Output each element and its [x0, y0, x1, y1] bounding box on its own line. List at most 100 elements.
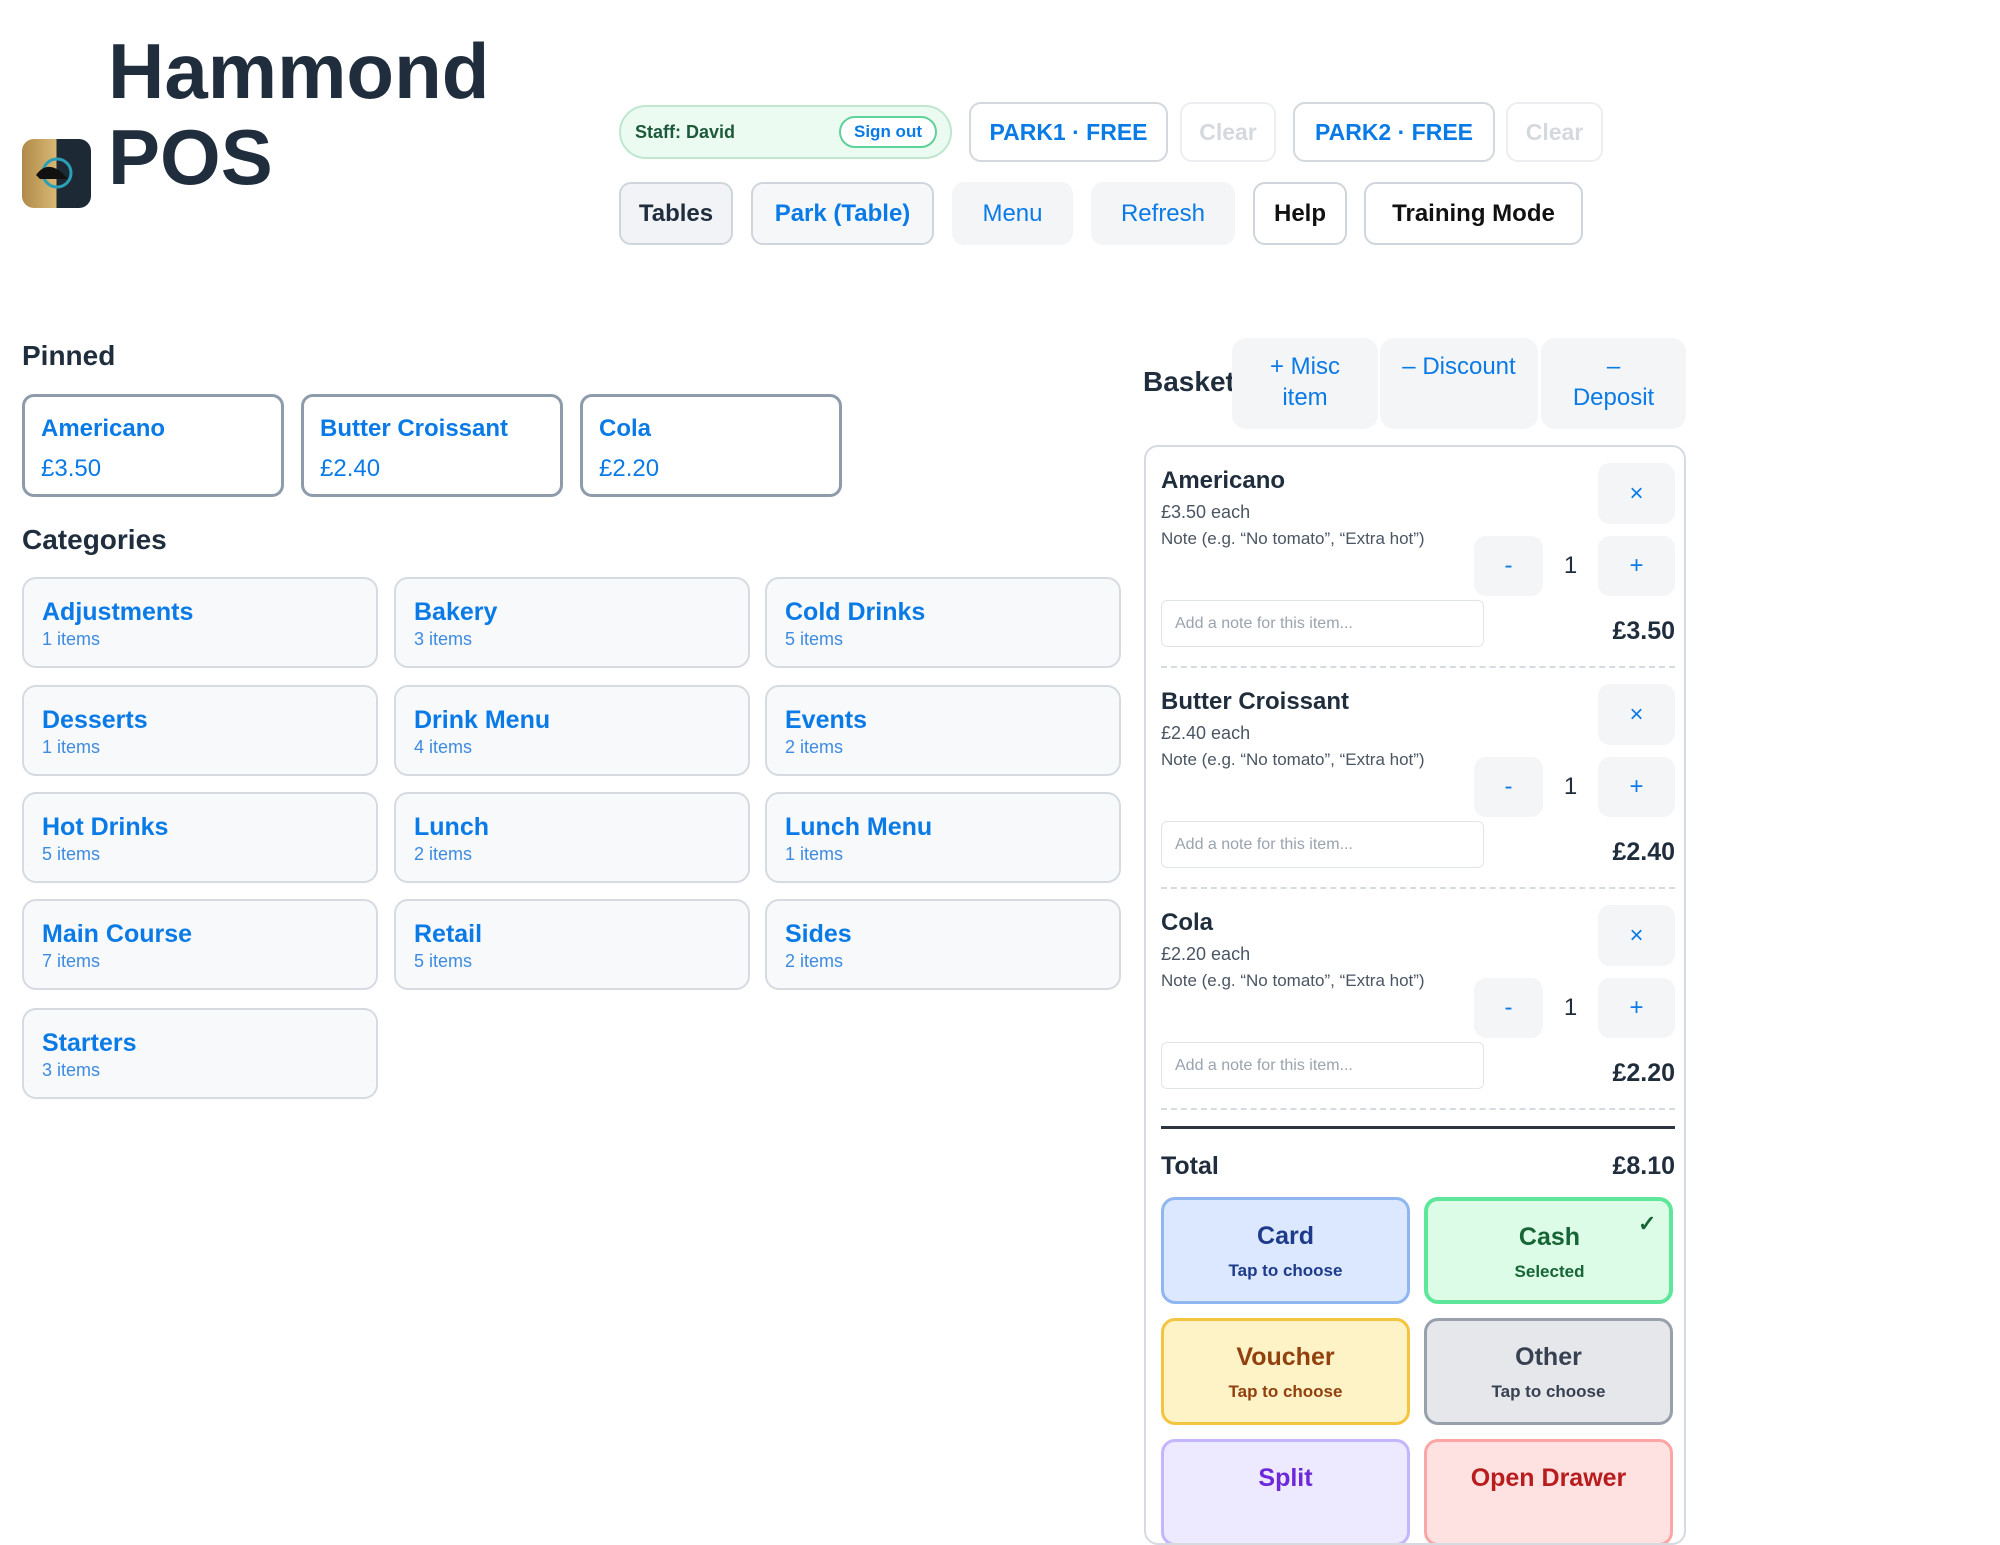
category-name: Cold Drinks: [785, 598, 926, 626]
payment-method-button[interactable]: Open Drawer: [1424, 1439, 1673, 1543]
section-heading: Pinned: [22, 340, 116, 371]
category-count: 4 items: [414, 737, 473, 757]
category-count: 1 items: [42, 737, 101, 757]
qty-increase-button[interactable]: +: [1598, 536, 1675, 596]
item-qty: 1: [1563, 994, 1578, 1021]
item-note-label: Note (e.g. “No tomato”, “Extra hot”): [1161, 529, 1425, 548]
pinned-item-name: Cola: [599, 415, 652, 442]
item-divider: [1161, 887, 1675, 889]
payment-method-button[interactable]: Voucher Tap to choose: [1161, 1318, 1410, 1425]
remove-item-button[interactable]: ×: [1598, 463, 1675, 524]
category-name: Events: [785, 706, 867, 734]
nav-button[interactable]: Training Mode: [1364, 182, 1583, 245]
item-note-input[interactable]: Add a note for this item...: [1161, 600, 1484, 647]
qty-increase-button[interactable]: +: [1598, 978, 1675, 1038]
total-amount: £8.10: [1612, 1152, 1675, 1180]
logo: [22, 139, 91, 208]
nav-button[interactable]: Refresh: [1091, 182, 1235, 245]
item-line-total: £3.50: [1612, 617, 1675, 645]
nav-button[interactable]: Help: [1253, 182, 1347, 245]
basket-action-button[interactable]: + Misc item: [1232, 338, 1378, 429]
category-name: Bakery: [414, 598, 498, 626]
category-card[interactable]: Bakery 3 items: [394, 577, 750, 668]
remove-item-button[interactable]: ×: [1598, 684, 1675, 745]
payment-method-button[interactable]: Cash Selected ✓: [1424, 1197, 1673, 1304]
category-count: 3 items: [42, 1060, 101, 1080]
category-count: 1 items: [785, 844, 844, 864]
pinned-item-name: Butter Croissant: [320, 415, 509, 442]
item-note-input[interactable]: Add a note for this item...: [1161, 1042, 1484, 1089]
payment-method-name: Card: [1257, 1222, 1314, 1250]
category-count: 5 items: [42, 844, 101, 864]
payment-method-name: Other: [1515, 1343, 1582, 1371]
park-slot-button[interactable]: PARK1 · FREE: [969, 102, 1168, 162]
basket-panel: Americano £3.50 each × Note (e.g. “No tomat…: [1144, 445, 1686, 1545]
item-qty: 1: [1563, 773, 1578, 800]
payment-method-name: Open Drawer: [1470, 1464, 1627, 1492]
item-note-label: Note (e.g. “No tomato”, “Extra hot”): [1161, 971, 1425, 990]
item-note-input[interactable]: Add a note for this item...: [1161, 821, 1484, 868]
pinned-item-card[interactable]: Butter Croissant £2.40: [301, 394, 563, 497]
basket-heading: Basket: [1143, 366, 1235, 397]
payment-method-name: Cash: [1518, 1223, 1581, 1251]
category-card[interactable]: Lunch Menu 1 items: [765, 792, 1121, 883]
payment-method-button[interactable]: Card Tap to choose: [1161, 1197, 1410, 1304]
category-card[interactable]: Lunch 2 items: [394, 792, 750, 883]
category-count: 5 items: [785, 629, 844, 649]
item-line-total: £2.40: [1612, 838, 1675, 866]
category-card[interactable]: Drink Menu 4 items: [394, 685, 750, 776]
category-count: 2 items: [414, 844, 473, 864]
basket-action-button[interactable]: – Deposit: [1541, 338, 1686, 429]
nav-button[interactable]: Park (Table): [751, 182, 934, 245]
remove-item-button[interactable]: ×: [1598, 905, 1675, 966]
basket-action-button[interactable]: – Discount: [1380, 338, 1538, 429]
nav-button[interactable]: Menu: [952, 182, 1073, 245]
category-card[interactable]: Desserts 1 items: [22, 685, 378, 776]
category-card[interactable]: Main Course 7 items: [22, 899, 378, 990]
park-slot-button[interactable]: PARK2 · FREE: [1293, 102, 1495, 162]
pinned-item-price: £2.20: [599, 455, 660, 482]
category-card[interactable]: Sides 2 items: [765, 899, 1121, 990]
payment-method-status: Tap to choose: [1491, 1382, 1606, 1401]
category-count: 5 items: [414, 951, 473, 971]
park-clear-button[interactable]: Clear: [1506, 102, 1603, 162]
category-card[interactable]: Hot Drinks 5 items: [22, 792, 378, 883]
category-card[interactable]: Retail 5 items: [394, 899, 750, 990]
park-clear-button[interactable]: Clear: [1180, 102, 1276, 162]
staff-pill: Staff: David Sign out: [619, 105, 952, 159]
category-name: Retail: [414, 920, 483, 948]
qty-decrease-button[interactable]: -: [1474, 978, 1543, 1038]
payment-method-button[interactable]: Other Tap to choose: [1424, 1318, 1673, 1425]
selected-check: ✓: [1638, 1211, 1657, 1236]
item-divider: [1161, 1108, 1675, 1110]
category-name: Main Course: [42, 920, 193, 948]
category-card[interactable]: Adjustments 1 items: [22, 577, 378, 668]
pinned-item-name: Americano: [41, 415, 166, 442]
pinned-item-card[interactable]: Cola £2.20: [580, 394, 842, 497]
category-count: 3 items: [414, 629, 473, 649]
page: Hammond POS Staff: David Sign out PARK1 · F…: [22, 28, 1686, 1545]
qty-decrease-button[interactable]: -: [1474, 757, 1543, 817]
payment-method-button[interactable]: Split: [1161, 1439, 1410, 1543]
category-name: Lunch: [414, 813, 489, 841]
nav-button[interactable]: Tables: [619, 182, 733, 245]
item-name: Butter Croissant: [1161, 688, 1350, 715]
category-name: Starters: [42, 1029, 137, 1057]
category-count: 2 items: [785, 737, 844, 757]
category-name: Adjustments: [42, 598, 194, 626]
item-name: Americano: [1161, 467, 1286, 494]
pinned-item-price: £2.40: [320, 455, 381, 482]
category-card[interactable]: Cold Drinks 5 items: [765, 577, 1121, 668]
payment-method-status: Tap to choose: [1228, 1261, 1343, 1280]
payment-method-name: Voucher: [1236, 1343, 1335, 1371]
category-name: Desserts: [42, 706, 148, 734]
item-unit-price: £2.20 each: [1161, 944, 1251, 964]
qty-decrease-button[interactable]: -: [1474, 536, 1543, 596]
qty-increase-button[interactable]: +: [1598, 757, 1675, 817]
sign-out-button[interactable]: Sign out: [839, 116, 937, 148]
pinned-item-card[interactable]: Americano £3.50: [22, 394, 284, 497]
category-count: 2 items: [785, 951, 844, 971]
category-card[interactable]: Events 2 items: [765, 685, 1121, 776]
category-card[interactable]: Starters 3 items: [22, 1008, 378, 1099]
category-count: 7 items: [42, 951, 101, 971]
